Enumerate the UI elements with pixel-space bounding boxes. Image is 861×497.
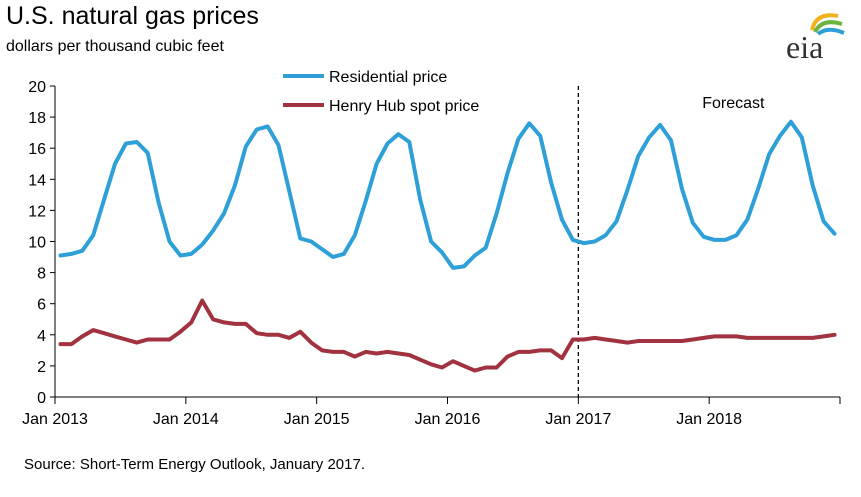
x-tick-label: Jan 2016 [415,411,481,428]
y-tick-label: 4 [37,328,46,345]
y-tick-label: 0 [37,390,46,407]
y-tick-label: 10 [28,235,46,252]
y-tick-label: 18 [28,110,46,127]
chart-subtitle: dollars per thousand cubic feet [6,38,224,55]
x-tick-label: Jan 2014 [153,411,219,428]
y-tick-label: 20 [28,79,46,96]
logo-text: eia [786,29,823,64]
residential-price-line [58,119,837,270]
y-tick-label: 14 [28,172,46,189]
x-tick-label: Jan 2017 [545,411,611,428]
y-tick-label: 8 [37,266,46,283]
y-tick-label: 12 [28,203,46,220]
legend-residential-label: Residential price [329,69,447,86]
x-tick-label: Jan 2015 [284,411,350,428]
x-tick-label: Jan 2018 [676,411,742,428]
legend-henry-hub-label: Henry Hub spot price [329,98,479,115]
chart-title: U.S. natural gas prices [6,2,259,30]
x-tick-label: Jan 2013 [22,411,88,428]
forecast-label: Forecast [702,95,765,112]
source-note: Source: Short-Term Energy Outlook, Janua… [24,456,366,473]
y-tick-label: 16 [28,141,46,158]
henry-hub-price-line [58,298,837,373]
y-tick-label: 6 [37,297,46,314]
eia-logo: eia [786,13,845,64]
y-tick-label: 2 [37,359,46,376]
